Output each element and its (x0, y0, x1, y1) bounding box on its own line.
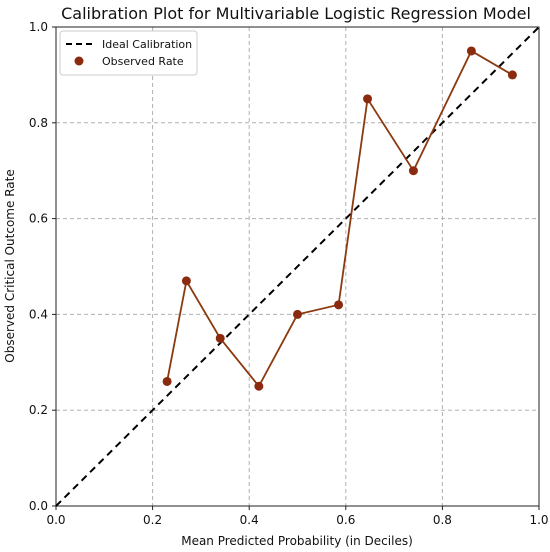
x-tick-label: 0.2 (143, 513, 162, 527)
legend-box (59, 30, 198, 76)
y-axis: 0.0 0.2 0.4 0.6 0.8 1.0 (29, 20, 56, 513)
y-tick-label: 0.4 (29, 307, 48, 321)
x-tick-label: 0.6 (336, 513, 355, 527)
x-tick-label: 0.8 (433, 513, 452, 527)
legend-label-ideal: Ideal Calibration (102, 38, 192, 51)
observed-rate-point (181, 276, 191, 286)
observed-rate-point (254, 381, 264, 391)
observed-rate-point (363, 94, 373, 104)
observed-rate-point (215, 333, 225, 343)
observed-rate-point (334, 300, 344, 310)
y-tick-label: 0.2 (29, 403, 48, 417)
y-tick-label: 0.0 (29, 499, 48, 513)
legend-swatch-observed (74, 56, 84, 66)
observed-rate-point (408, 166, 418, 176)
x-axis-label: Mean Predicted Probability (in Deciles) (181, 534, 413, 548)
series-layer (55, 26, 540, 507)
legend-label-observed: Observed Rate (102, 55, 184, 68)
y-tick-label: 0.6 (29, 212, 48, 226)
observed-rate-point (293, 309, 302, 319)
x-tick-label: 0.0 (46, 513, 65, 527)
chart-title: Calibration Plot for Multivariable Logis… (61, 4, 531, 23)
x-tick-label: 0.4 (240, 513, 259, 527)
y-tick-label: 0.8 (29, 116, 48, 130)
x-tick-label: 1.0 (529, 513, 548, 527)
y-tick-label: 1.0 (29, 20, 48, 34)
observed-rate-point (162, 376, 172, 386)
y-axis-label: Observed Critical Outcome Rate (3, 169, 17, 362)
plot-area-frame (55, 26, 540, 507)
x-axis: 0.0 0.2 0.4 0.6 0.8 1.0 (46, 506, 549, 527)
observed-rate-line (166, 49, 513, 388)
observed-rate-point (507, 70, 517, 80)
observed-rate-point (466, 46, 476, 56)
legend: Ideal Calibration Observed Rate (59, 30, 198, 76)
ideal-calibration-line (55, 26, 540, 507)
